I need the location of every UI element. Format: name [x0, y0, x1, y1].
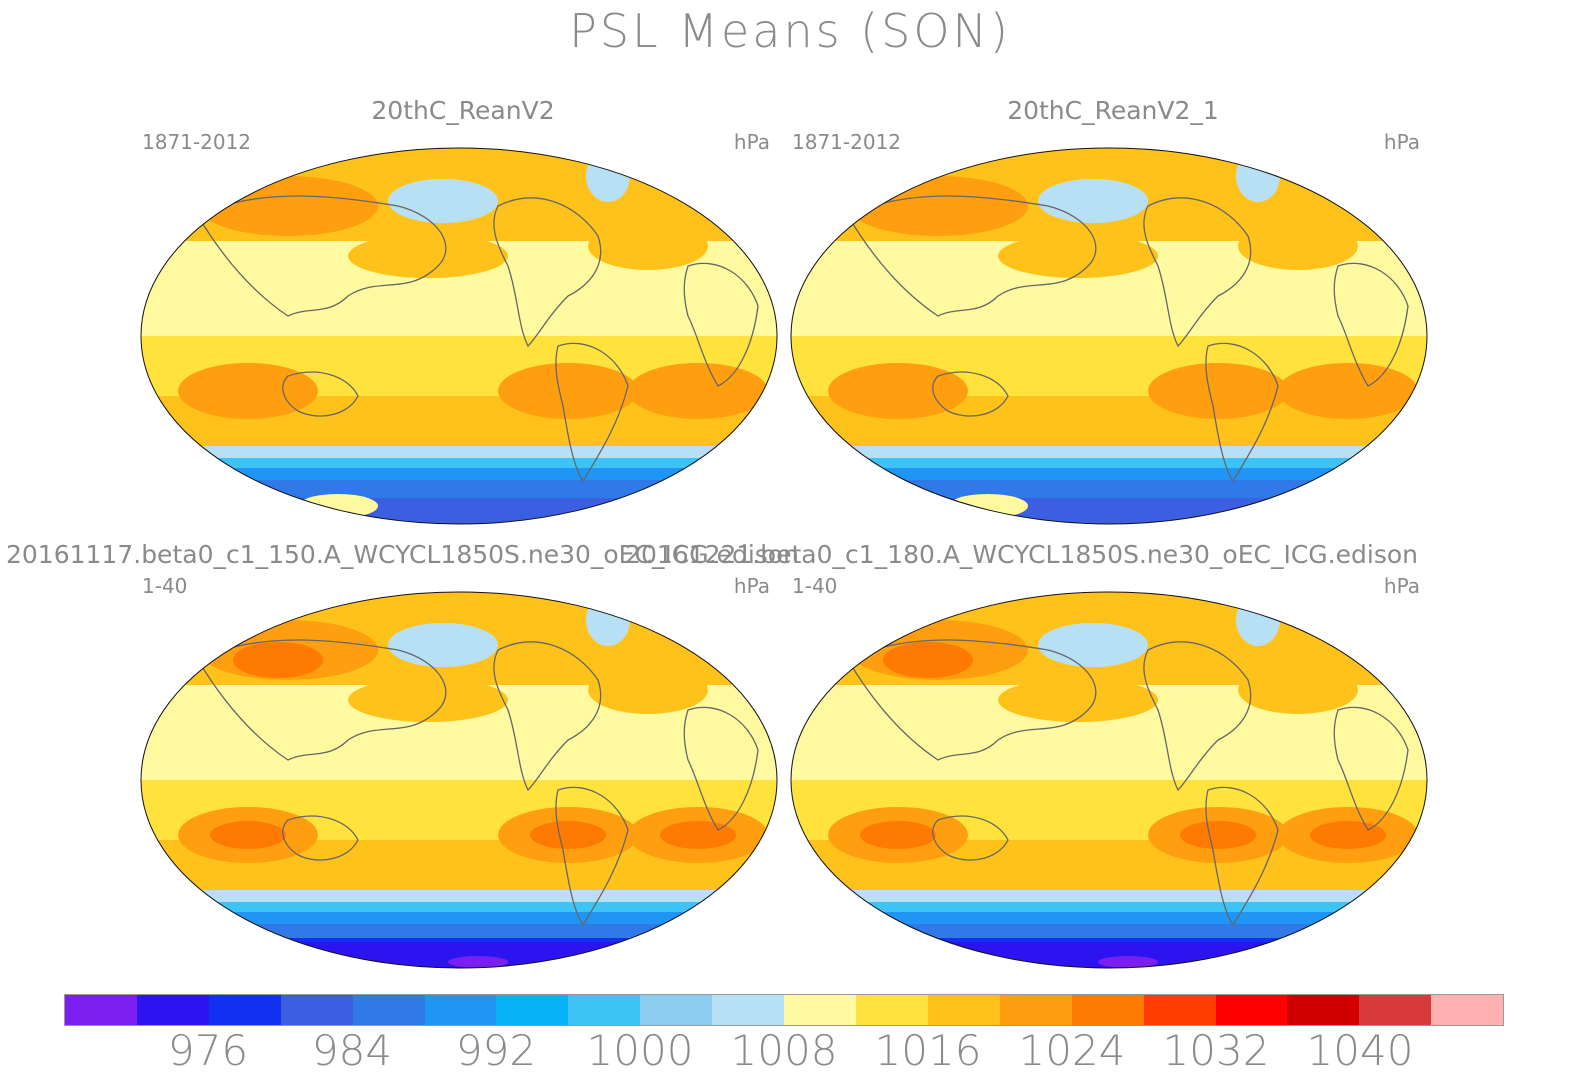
colorbar-swatch [784, 995, 856, 1025]
colorbar-swatch [1287, 995, 1360, 1025]
colorbar-swatch [1359, 995, 1432, 1025]
map-panel-3: 20161117.beta0_c1_150.A_WCYCL1850S.ne30_… [6, 540, 799, 980]
colorbar-swatch [568, 995, 641, 1025]
panel-years: 1-40 [792, 574, 838, 598]
colorbar-tick-label: 1040 [1306, 1026, 1414, 1075]
colorbar-tick-label: 1000 [586, 1026, 694, 1075]
panel-years: 1-40 [142, 574, 188, 598]
colorbar [64, 994, 1504, 1026]
panel-units: hPa [733, 130, 770, 154]
psl-map-3 [140, 591, 778, 969]
figure-title: PSL Means (SON) [569, 4, 1011, 58]
psl-map-4 [790, 591, 1428, 969]
panel-units: hPa [1383, 130, 1420, 154]
colorbar-swatch [640, 995, 713, 1025]
panel-title: 20161117.beta0_c1_150.A_WCYCL1850S.ne30_… [6, 540, 799, 569]
colorbar-swatch [1143, 995, 1216, 1025]
colorbar-tick-label: 992 [455, 1026, 537, 1075]
colorbar-swatch [352, 995, 425, 1025]
colorbar-swatch [208, 995, 281, 1025]
colorbar-swatch [855, 995, 928, 1025]
panel-units: hPa [733, 574, 770, 598]
colorbar-swatch [136, 995, 209, 1025]
map-panel-4: 20161221.beta0_c1_180.A_WCYCL1850S.ne30_… [625, 540, 1438, 980]
colorbar-swatch [65, 995, 137, 1025]
panel-title: 20thC_ReanV2 [371, 96, 555, 125]
panel-units: hPa [1383, 574, 1420, 598]
colorbar-tick-label: 976 [167, 1026, 249, 1075]
panel-title: 20thC_ReanV2_1 [1007, 96, 1219, 125]
colorbar-swatch [1431, 995, 1504, 1025]
colorbar-tick-label: 1032 [1162, 1026, 1270, 1075]
colorbar-swatch [424, 995, 497, 1025]
colorbar-swatch [1071, 995, 1144, 1025]
colorbar-tick-label: 1008 [730, 1026, 838, 1075]
colorbar-labels: 976 984 992 1000 1008 1016 1024 1032 1040 [0, 1026, 1580, 1083]
colorbar-swatch [496, 995, 569, 1025]
colorbar-tick-label: 1016 [874, 1026, 982, 1075]
colorbar-swatch [280, 995, 353, 1025]
colorbar-swatch [999, 995, 1072, 1025]
psl-map-1 [140, 147, 778, 525]
psl-map-2 [790, 147, 1428, 525]
map-panel-2: 20thC_ReanV2_1 1871-2012 hPa [788, 96, 1438, 536]
panel-years: 1871-2012 [142, 130, 252, 154]
map-panel-1: 20thC_ReanV2 1871-2012 hPa [138, 96, 788, 536]
panel-title: 20161221.beta0_c1_180.A_WCYCL1850S.ne30_… [625, 540, 1418, 569]
colorbar-swatch [1215, 995, 1288, 1025]
colorbar-swatch [927, 995, 1000, 1025]
colorbar-tick-label: 1024 [1018, 1026, 1126, 1075]
colorbar-tick-label: 984 [311, 1026, 393, 1075]
colorbar-swatch [712, 995, 785, 1025]
panel-years: 1871-2012 [792, 130, 902, 154]
